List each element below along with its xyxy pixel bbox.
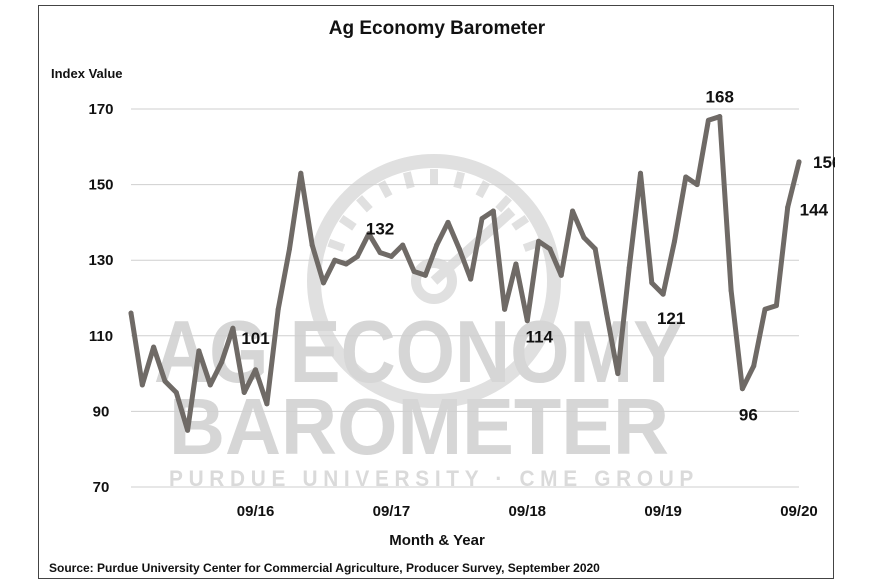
data-point-07-17 xyxy=(366,231,372,237)
x-tick-09-18: 09/18 xyxy=(508,503,546,520)
data-point-02-16 xyxy=(173,390,179,395)
chart-frame: AG ECONOMY BAROMETER PURDUE UNIVERSITY ·… xyxy=(38,5,835,579)
data-point-01-20 xyxy=(705,117,711,123)
data-point-12-17 xyxy=(422,272,428,278)
annotation-144: 144 xyxy=(800,200,829,219)
data-point-05-16 xyxy=(207,382,213,388)
x-axis-label: Month & Year xyxy=(389,532,485,549)
data-point-09-18 xyxy=(524,318,530,324)
annotation-168: 168 xyxy=(706,88,734,107)
data-point-10-15 xyxy=(128,310,134,316)
data-point-09-20 xyxy=(796,159,802,165)
data-point-11-15 xyxy=(139,382,145,388)
line-chart: AG ECONOMY BAROMETER PURDUE UNIVERSITY ·… xyxy=(49,18,835,575)
data-point-08-18 xyxy=(513,261,519,267)
y-tick-110: 110 xyxy=(89,328,113,345)
annotation-96: 96 xyxy=(739,406,758,425)
annotation-156: 156 xyxy=(813,153,835,172)
data-point-04-20 xyxy=(739,386,745,392)
data-point-01-18 xyxy=(434,242,440,248)
x-tick-09-19: 09/19 xyxy=(644,503,682,520)
x-tick-09-17: 09/17 xyxy=(373,503,411,520)
data-point-03-16 xyxy=(185,427,191,433)
data-point-12-18 xyxy=(558,272,564,278)
annotation-114: 114 xyxy=(526,328,554,347)
watermark-logo: AG ECONOMY BAROMETER PURDUE UNIVERSITY ·… xyxy=(154,154,693,491)
annotation-132: 132 xyxy=(366,220,394,239)
x-tick-09-20: 09/20 xyxy=(780,503,818,520)
data-point-02-18 xyxy=(445,219,451,225)
data-point-08-16 xyxy=(241,390,247,395)
data-point-09-19 xyxy=(660,291,666,297)
data-point-01-19 xyxy=(570,208,576,214)
x-tick-09-16: 09/16 xyxy=(237,503,275,520)
x-tick-labels: 09/16 09/17 09/18 09/19 09/20 xyxy=(237,503,818,520)
data-point-08-17 xyxy=(377,250,383,256)
y-tick-150: 150 xyxy=(88,177,113,194)
data-point-03-20 xyxy=(728,287,734,293)
data-point-10-16 xyxy=(264,401,270,407)
data-point-06-20 xyxy=(762,306,768,312)
data-point-11-16 xyxy=(275,306,281,312)
data-point-02-19 xyxy=(581,235,587,241)
data-point-03-17 xyxy=(320,280,326,286)
source-note: Source: Purdue University Center for Com… xyxy=(49,561,600,575)
data-point-05-19 xyxy=(615,371,621,377)
data-point-10-18 xyxy=(536,238,542,244)
watermark-line2: BAROMETER xyxy=(169,382,669,471)
y-tick-70: 70 xyxy=(93,479,110,496)
data-point-04-18 xyxy=(468,276,474,282)
chart-title: Ag Economy Barometer xyxy=(329,18,546,39)
y-tick-130: 130 xyxy=(88,252,113,269)
data-point-08-19 xyxy=(649,280,655,286)
data-point-12-16 xyxy=(287,246,293,252)
data-point-06-19 xyxy=(626,265,632,271)
data-point-04-19 xyxy=(604,310,610,316)
data-point-09-16 xyxy=(253,367,259,373)
data-point-01-16 xyxy=(162,378,168,384)
y-tick-90: 90 xyxy=(93,403,110,420)
data-point-07-18 xyxy=(502,306,508,312)
data-point-08-20 xyxy=(785,204,791,210)
data-point-07-19 xyxy=(637,170,643,176)
data-point-03-19 xyxy=(592,246,598,252)
data-point-10-19 xyxy=(671,238,677,244)
data-point-02-17 xyxy=(309,242,315,248)
annotation-101: 101 xyxy=(241,329,269,348)
data-point-05-18 xyxy=(479,216,485,222)
y-axis-label: Index Value xyxy=(51,66,123,81)
data-point-02-20 xyxy=(717,114,723,120)
data-point-07-16 xyxy=(230,325,236,331)
data-point-06-16 xyxy=(219,359,225,365)
data-point-09-17 xyxy=(388,253,394,259)
data-point-11-17 xyxy=(411,269,417,275)
y-tick-170: 170 xyxy=(88,101,113,118)
data-points xyxy=(128,114,802,433)
data-point-05-17 xyxy=(343,261,349,267)
data-point-04-17 xyxy=(332,257,338,263)
data-point-01-17 xyxy=(298,170,304,176)
data-point-04-16 xyxy=(196,348,202,354)
data-point-12-15 xyxy=(151,344,157,350)
data-annotations: 101 132 114 121 168 96 144 156 xyxy=(241,88,835,425)
data-point-06-18 xyxy=(490,208,496,214)
data-point-11-18 xyxy=(547,246,553,252)
data-point-11-19 xyxy=(683,174,689,180)
data-point-07-20 xyxy=(773,303,779,309)
data-point-05-20 xyxy=(751,363,757,369)
data-point-03-18 xyxy=(456,246,462,252)
annotation-121: 121 xyxy=(657,309,685,328)
data-point-06-17 xyxy=(354,253,360,259)
y-tick-labels: 70 90 110 130 150 170 xyxy=(88,101,113,496)
data-point-12-19 xyxy=(694,182,700,188)
data-point-10-17 xyxy=(400,242,406,248)
